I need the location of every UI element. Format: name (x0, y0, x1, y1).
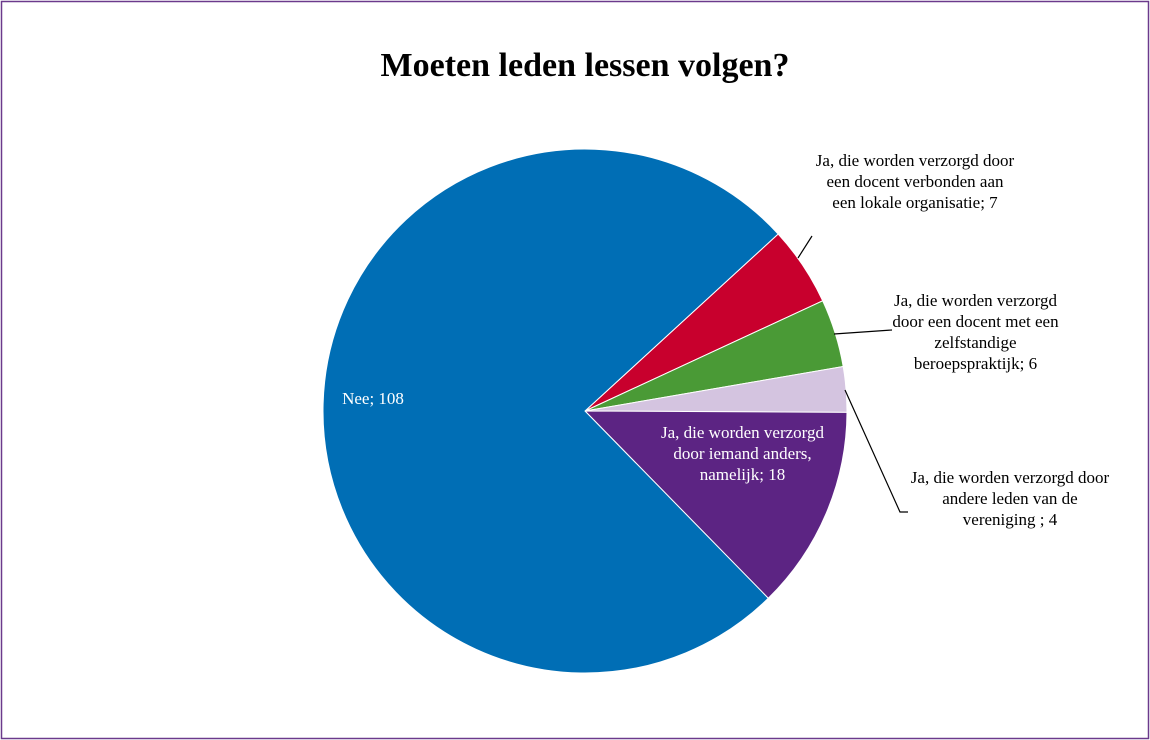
data-label: Nee; 108 (342, 389, 404, 408)
data-label: Ja, die worden verzorgd door een docent … (892, 291, 1059, 373)
data-label: Ja, die worden verzorgd door een docent … (815, 151, 1015, 212)
data-label-box: Ja, die worden verzorgd door een docent … (892, 291, 1059, 373)
data-label-box: Ja, die worden verzorgd door iemand ande… (660, 423, 825, 484)
chart-title: Moeten leden lessen volgen? (381, 47, 790, 84)
leader-line (797, 235, 813, 259)
pie-slice (322, 148, 779, 674)
data-label-box: Nee; 108 (342, 389, 404, 408)
leader-line (844, 389, 908, 513)
leader-line (833, 329, 893, 335)
pie-slice (583, 410, 848, 599)
data-label-box: Ja, die worden verzorgd door andere lede… (910, 468, 1110, 529)
data-label-box: Ja, die worden verzorgd door een docent … (815, 151, 1015, 212)
data-label: Ja, die worden verzorgd door andere lede… (910, 468, 1110, 529)
data-label: Ja, die worden verzorgd door iemand ande… (660, 423, 825, 484)
